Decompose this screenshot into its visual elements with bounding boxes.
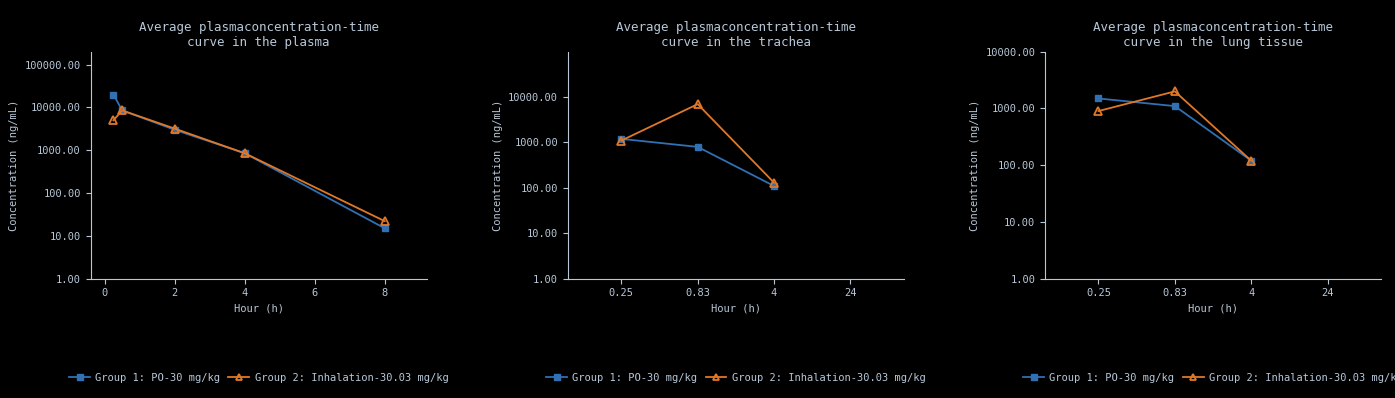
X-axis label: Hour (h): Hour (h) bbox=[1189, 304, 1237, 314]
Legend: Group 1: PO-30 mg/kg, Group 2: Inhalation-30.03 mg/kg: Group 1: PO-30 mg/kg, Group 2: Inhalatio… bbox=[543, 369, 929, 387]
Y-axis label: Concentration (ng/mL): Concentration (ng/mL) bbox=[970, 100, 979, 231]
Legend: Group 1: PO-30 mg/kg, Group 2: Inhalation-30.03 mg/kg: Group 1: PO-30 mg/kg, Group 2: Inhalatio… bbox=[1020, 369, 1395, 387]
Legend: Group 1: PO-30 mg/kg, Group 2: Inhalation-30.03 mg/kg: Group 1: PO-30 mg/kg, Group 2: Inhalatio… bbox=[66, 369, 452, 387]
Y-axis label: Concentration (ng/mL): Concentration (ng/mL) bbox=[10, 100, 20, 231]
Title: Average plasmaconcentration-time
curve in the trachea: Average plasmaconcentration-time curve i… bbox=[615, 21, 857, 49]
X-axis label: Hour (h): Hour (h) bbox=[711, 304, 760, 314]
X-axis label: Hour (h): Hour (h) bbox=[234, 304, 283, 314]
Title: Average plasmaconcentration-time
curve in the plasma: Average plasmaconcentration-time curve i… bbox=[138, 21, 378, 49]
Title: Average plasmaconcentration-time
curve in the lung tissue: Average plasmaconcentration-time curve i… bbox=[1094, 21, 1334, 49]
Y-axis label: Concentration (ng/mL): Concentration (ng/mL) bbox=[492, 100, 502, 231]
